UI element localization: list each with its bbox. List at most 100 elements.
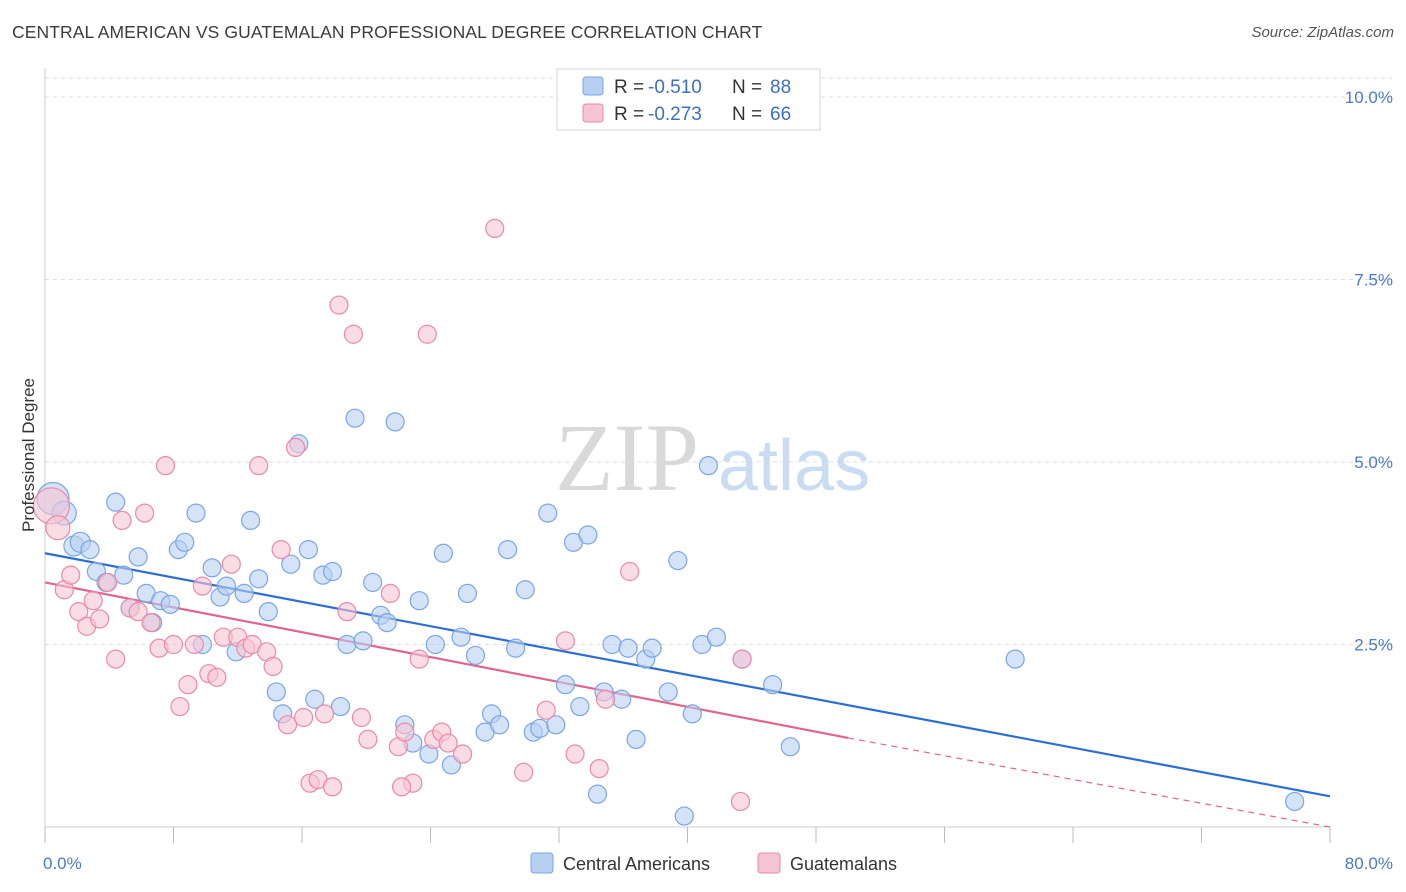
central-americans-point-60 — [530, 718, 550, 739]
central-americans-point-83 — [763, 675, 783, 695]
central-americans-point-48 — [433, 543, 453, 563]
central-americans-point-71 — [618, 638, 638, 658]
guatemalans-point-12 — [128, 602, 148, 622]
guatemalans-point-42 — [343, 324, 363, 344]
central-americans-point-69 — [602, 634, 622, 655]
guatemalans-point-23 — [207, 667, 227, 687]
guatemalans-point-39 — [322, 777, 343, 797]
guatemalans-point-32 — [271, 539, 291, 560]
guatemalans-point-45 — [380, 583, 400, 604]
guatemalans-point-7 — [90, 609, 110, 629]
guatemalans-point-44 — [358, 729, 378, 750]
central-americans-point-4 — [80, 539, 100, 560]
central-americans-point-80 — [698, 456, 718, 476]
y-tick-label-1: 5.0% — [1354, 453, 1393, 472]
legend-n-label-2: N = — [732, 104, 762, 125]
central-americans-point-51 — [457, 583, 478, 604]
stats-legend: R = -0.510 N = 88 R = -0.273 N = 66 — [556, 68, 821, 131]
guatemalans-point-16 — [155, 456, 176, 476]
guatemalans-point-14 — [141, 612, 161, 633]
central-americans-point-81 — [706, 627, 727, 647]
central-americans-point-19 — [202, 558, 222, 578]
y-tick-label-2: 7.5% — [1354, 271, 1393, 290]
series-legend-label-central-americans: Central Americans — [563, 854, 710, 874]
legend-r-value-1: -0.510 — [648, 77, 702, 98]
guatemalans-point-10 — [112, 510, 132, 531]
guatemalans-point-50 — [417, 324, 437, 344]
central-americans-point-55 — [489, 715, 510, 735]
guatemalans-point-47 — [395, 722, 415, 742]
central-americans-point-42 — [385, 412, 405, 432]
tick-labels: 2.5% 5.0% 7.5% 10.0% 0.0% 80.0% — [43, 88, 1393, 873]
guatemalans-point-56 — [485, 218, 505, 238]
guatemalans-point-41 — [337, 602, 357, 622]
central-americans-point-7 — [106, 492, 126, 512]
guatemalans-point-40 — [329, 295, 349, 315]
grid-lines — [45, 77, 1392, 645]
central-americans-point-75 — [658, 682, 678, 702]
legend-swatch-guatemalans — [582, 103, 604, 123]
central-americans-point-14 — [160, 594, 180, 614]
central-americans-point-47 — [425, 634, 445, 655]
guatemalans-point-58 — [536, 700, 556, 720]
central-americans-point-56 — [498, 539, 518, 560]
central-americans-point-25 — [249, 569, 269, 589]
central-americans-point-86 — [1285, 791, 1305, 812]
guatemalans-point-64 — [730, 791, 751, 812]
guatemalans-point-18 — [170, 696, 190, 717]
guatemalans-point-31 — [263, 656, 283, 677]
series-legend-swatch-guatemalans — [757, 852, 781, 874]
guatemalans-point-60 — [565, 744, 585, 764]
central-americans-point-66 — [578, 525, 598, 545]
legend-n-value-1: 88 — [770, 77, 791, 98]
guatemalans-point-49 — [409, 649, 429, 669]
legend-n-value-2: 66 — [770, 104, 791, 125]
central-americans-point-34 — [322, 561, 343, 582]
guatemalans-point-4 — [69, 602, 89, 622]
guatemalans-point-61 — [589, 758, 609, 779]
central-americans-point-26 — [258, 602, 278, 622]
scatter-points — [32, 218, 1305, 826]
central-americans-point-52 — [465, 645, 486, 666]
central-americans-point-67 — [587, 784, 608, 804]
guatemalans-point-38 — [314, 704, 335, 724]
central-americans-point-50 — [451, 627, 471, 647]
watermark-zip: ZIP — [555, 404, 699, 511]
guatemalans-point-35 — [294, 707, 314, 728]
central-americans-point-37 — [345, 408, 365, 428]
guatemalans-point-21 — [192, 576, 213, 596]
guatemalans-point-20 — [184, 634, 204, 655]
y-axis-label: Professional Degree — [19, 378, 38, 532]
axes — [44, 68, 1331, 843]
series-legend-swatch-central-americans — [530, 852, 554, 874]
chart-title: CENTRAL AMERICAN VS GUATEMALAN PROFESSIO… — [12, 22, 763, 42]
legend-r-label-1: R = — [614, 77, 644, 98]
guatemalans-point-55 — [453, 744, 473, 764]
central-americans-point-39 — [363, 572, 383, 593]
guatemalans-point-9 — [106, 649, 126, 669]
central-americans-point-27 — [266, 682, 286, 702]
central-americans-point-58 — [515, 580, 535, 600]
guatemalans-point-63 — [620, 561, 640, 582]
central-americans-point-36 — [337, 634, 357, 655]
guatemalans-trend-extension — [848, 737, 1331, 828]
central-americans-point-70 — [612, 689, 632, 709]
central-americans-point-77 — [674, 806, 694, 826]
x-tick-label-max: 80.0% — [1345, 854, 1393, 873]
central-americans-point-8 — [114, 565, 134, 585]
legend-n-label-1: N = — [732, 77, 762, 98]
chart-source: Source: ZipAtlas.com — [1251, 24, 1394, 41]
central-americans-point-63 — [555, 675, 576, 695]
y-tick-label-0: 2.5% — [1354, 636, 1393, 655]
central-americans-point-65 — [570, 696, 590, 717]
guatemalans-point-54 — [391, 777, 412, 797]
central-americans-point-10 — [128, 547, 148, 567]
central-americans-point-35 — [330, 696, 351, 717]
central-americans-point-72 — [626, 729, 646, 750]
central-americans-point-21 — [216, 576, 237, 596]
central-americans-point-17 — [186, 503, 206, 523]
central-americans-point-78 — [682, 704, 702, 724]
series-legend-label-guatemalans: Guatemalans — [790, 854, 897, 874]
central-americans-point-16 — [175, 532, 195, 552]
